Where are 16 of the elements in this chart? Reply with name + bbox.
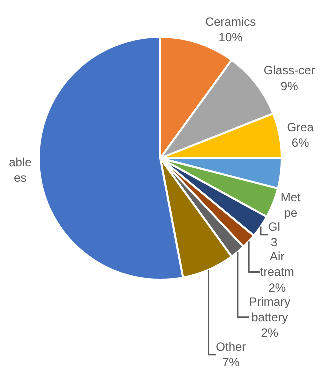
data-label: 9%	[280, 79, 299, 94]
slice-label: Glass-cer	[264, 64, 316, 78]
slice-label: Primary battery	[249, 294, 291, 324]
data-label: 7%	[222, 356, 240, 370]
slice-label: Grea	[287, 120, 314, 134]
slice-label: Other	[216, 340, 246, 354]
data-label: 2%	[261, 326, 279, 340]
data-label: 10%	[218, 30, 244, 44]
slice-label: Air treatm	[260, 250, 294, 280]
data-label: 6%	[292, 136, 310, 150]
slice-label: Met pe	[280, 190, 302, 220]
data-label: 3	[271, 236, 278, 250]
slice-label: able es	[9, 155, 32, 185]
data-label: 2%	[268, 280, 286, 295]
slice-label: Gl	[268, 220, 280, 234]
slice-label: Ceramics	[205, 14, 256, 29]
